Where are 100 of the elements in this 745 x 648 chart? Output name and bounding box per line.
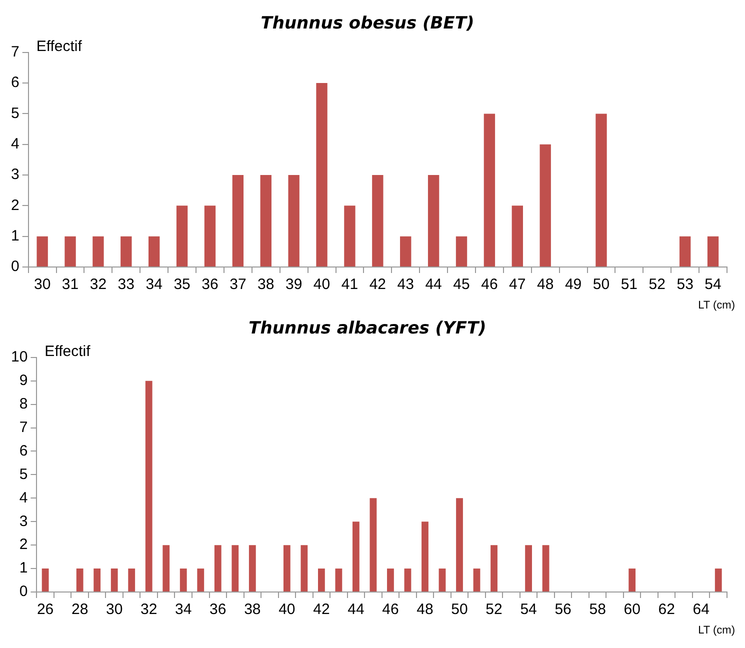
y-tick-label: 7 xyxy=(19,418,28,436)
x-tick-label: 56 xyxy=(554,601,572,618)
x-tick-label: 32 xyxy=(90,276,107,294)
x-tick-label: 52 xyxy=(648,276,666,294)
bar xyxy=(707,236,719,266)
bar xyxy=(400,236,412,266)
bar xyxy=(372,175,384,266)
x-tick-label: 53 xyxy=(676,276,694,294)
bar xyxy=(387,568,394,592)
bar xyxy=(120,236,132,266)
x-tick-label: 30 xyxy=(106,601,123,618)
x-tick-label: 46 xyxy=(382,601,399,618)
x-tick-label: 50 xyxy=(592,276,610,294)
bar xyxy=(422,522,428,592)
y-axis-title: Effectif xyxy=(36,38,83,56)
bar xyxy=(232,545,239,592)
y-tick-label: 0 xyxy=(11,258,20,276)
x-tick-label: 49 xyxy=(564,276,582,294)
y-tick-label: 6 xyxy=(19,442,28,460)
bar xyxy=(36,236,48,266)
x-tick-label: 28 xyxy=(71,601,88,618)
y-axis-title: Effectif xyxy=(44,343,92,360)
x-tick-label: 60 xyxy=(624,601,640,618)
x-tick-label: 36 xyxy=(202,276,218,294)
bar xyxy=(628,568,636,592)
bar xyxy=(148,236,160,266)
y-tick-label: 0 xyxy=(19,583,28,600)
x-tick-label: 47 xyxy=(509,276,526,294)
y-tick-label: 5 xyxy=(11,104,20,122)
x-tick-label: 58 xyxy=(589,601,606,618)
bar xyxy=(92,236,104,266)
bar xyxy=(204,206,216,266)
y-tick-label: 8 xyxy=(19,395,28,412)
y-tick-label: 4 xyxy=(11,136,20,153)
bar xyxy=(162,545,170,592)
x-tick-label: 41 xyxy=(341,276,358,294)
x-tick-label: 38 xyxy=(244,601,261,618)
bar xyxy=(512,206,523,266)
x-tick-label: 34 xyxy=(175,601,192,618)
chart-title: Thunnus obesus (BET) xyxy=(260,14,474,34)
bar xyxy=(260,175,272,266)
bar xyxy=(232,175,244,266)
x-tick-label: 51 xyxy=(620,276,638,294)
y-tick-label: 10 xyxy=(10,348,28,366)
x-tick-label: 46 xyxy=(481,276,498,294)
bar xyxy=(540,144,551,266)
bar xyxy=(456,236,468,266)
y-tick-label: 9 xyxy=(19,372,28,389)
bar xyxy=(197,568,204,592)
y-tick-label: 7 xyxy=(11,44,20,61)
bar xyxy=(94,568,101,592)
bar xyxy=(484,114,496,266)
bar xyxy=(110,568,118,592)
bar xyxy=(714,568,722,592)
x-tick-label: 54 xyxy=(520,601,537,618)
x-tick-label: 42 xyxy=(369,276,386,294)
x-tick-label: 42 xyxy=(313,601,330,618)
x-tick-label: 44 xyxy=(348,601,364,618)
x-tick-label: 54 xyxy=(704,276,722,294)
x-tick-label: 40 xyxy=(313,276,330,294)
y-tick-label: 6 xyxy=(11,74,20,92)
y-tick-label: 1 xyxy=(11,227,20,244)
x-tick-label: 37 xyxy=(230,276,246,294)
bar xyxy=(438,568,446,592)
x-tick-label: 26 xyxy=(36,601,54,618)
x-tick-label: 35 xyxy=(174,276,190,294)
y-tick-label: 3 xyxy=(11,166,20,184)
bar xyxy=(352,522,360,592)
x-tick-label: 44 xyxy=(425,276,442,294)
x-tick-label: 62 xyxy=(658,601,675,618)
x-axis-title: LT (cm) xyxy=(698,300,735,312)
x-tick-label: 48 xyxy=(537,276,554,294)
bar xyxy=(428,175,440,266)
bar xyxy=(596,114,607,266)
bar xyxy=(404,568,412,592)
x-tick-label: 43 xyxy=(397,276,414,294)
x-tick-label: 33 xyxy=(118,276,134,294)
bar xyxy=(214,545,222,592)
bar xyxy=(145,380,152,592)
y-tick-label: 2 xyxy=(19,536,28,554)
x-tick-label: 30 xyxy=(34,276,51,294)
x-tick-label: 32 xyxy=(140,601,158,618)
x-tick-label: 52 xyxy=(486,601,502,618)
bar xyxy=(318,568,325,592)
x-tick-label: 31 xyxy=(62,276,79,294)
bar xyxy=(176,206,188,266)
bar xyxy=(370,498,377,592)
x-tick-label: 38 xyxy=(258,276,274,294)
chart-title: Thunnus albacares (YFT) xyxy=(248,318,486,339)
bar xyxy=(288,175,300,266)
y-tick-label: 5 xyxy=(19,466,28,483)
bar xyxy=(542,545,550,592)
bar xyxy=(42,568,49,592)
bar xyxy=(300,545,308,592)
bar xyxy=(128,568,136,592)
bar xyxy=(490,545,498,592)
bar xyxy=(525,545,532,592)
bar xyxy=(456,498,463,592)
bar xyxy=(316,83,328,266)
x-tick-label: 34 xyxy=(146,276,162,294)
